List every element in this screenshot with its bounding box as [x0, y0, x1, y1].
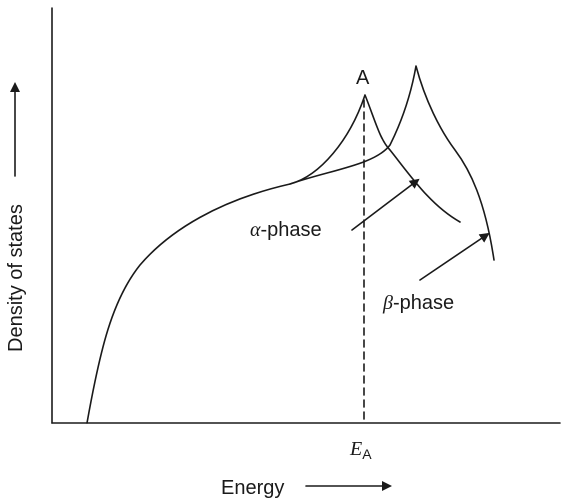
peak-label: A [356, 67, 370, 89]
beta-phase-arrow [419, 232, 490, 281]
y-axis-label-group: Density of states [5, 82, 27, 352]
beta-phase-curve [289, 65, 495, 261]
x-axis-label: Energy [221, 477, 284, 499]
beta-phase-symbol: β [382, 292, 393, 314]
beta-phase-suffix: -phase [393, 292, 454, 314]
beta-phase-label: β-phase [382, 292, 454, 314]
alpha-phase-curve [86, 94, 461, 424]
alpha-phase-label: α-phase [250, 219, 322, 241]
energy-marker-symbol: E [349, 438, 362, 460]
y-axis-label: Density of states [5, 204, 27, 352]
alpha-phase-suffix: -phase [261, 219, 322, 241]
alpha-phase-arrow [351, 178, 420, 231]
energy-marker-label: EA [349, 438, 372, 462]
alpha-phase-symbol: α [250, 219, 261, 241]
energy-marker-subscript: A [362, 446, 372, 462]
